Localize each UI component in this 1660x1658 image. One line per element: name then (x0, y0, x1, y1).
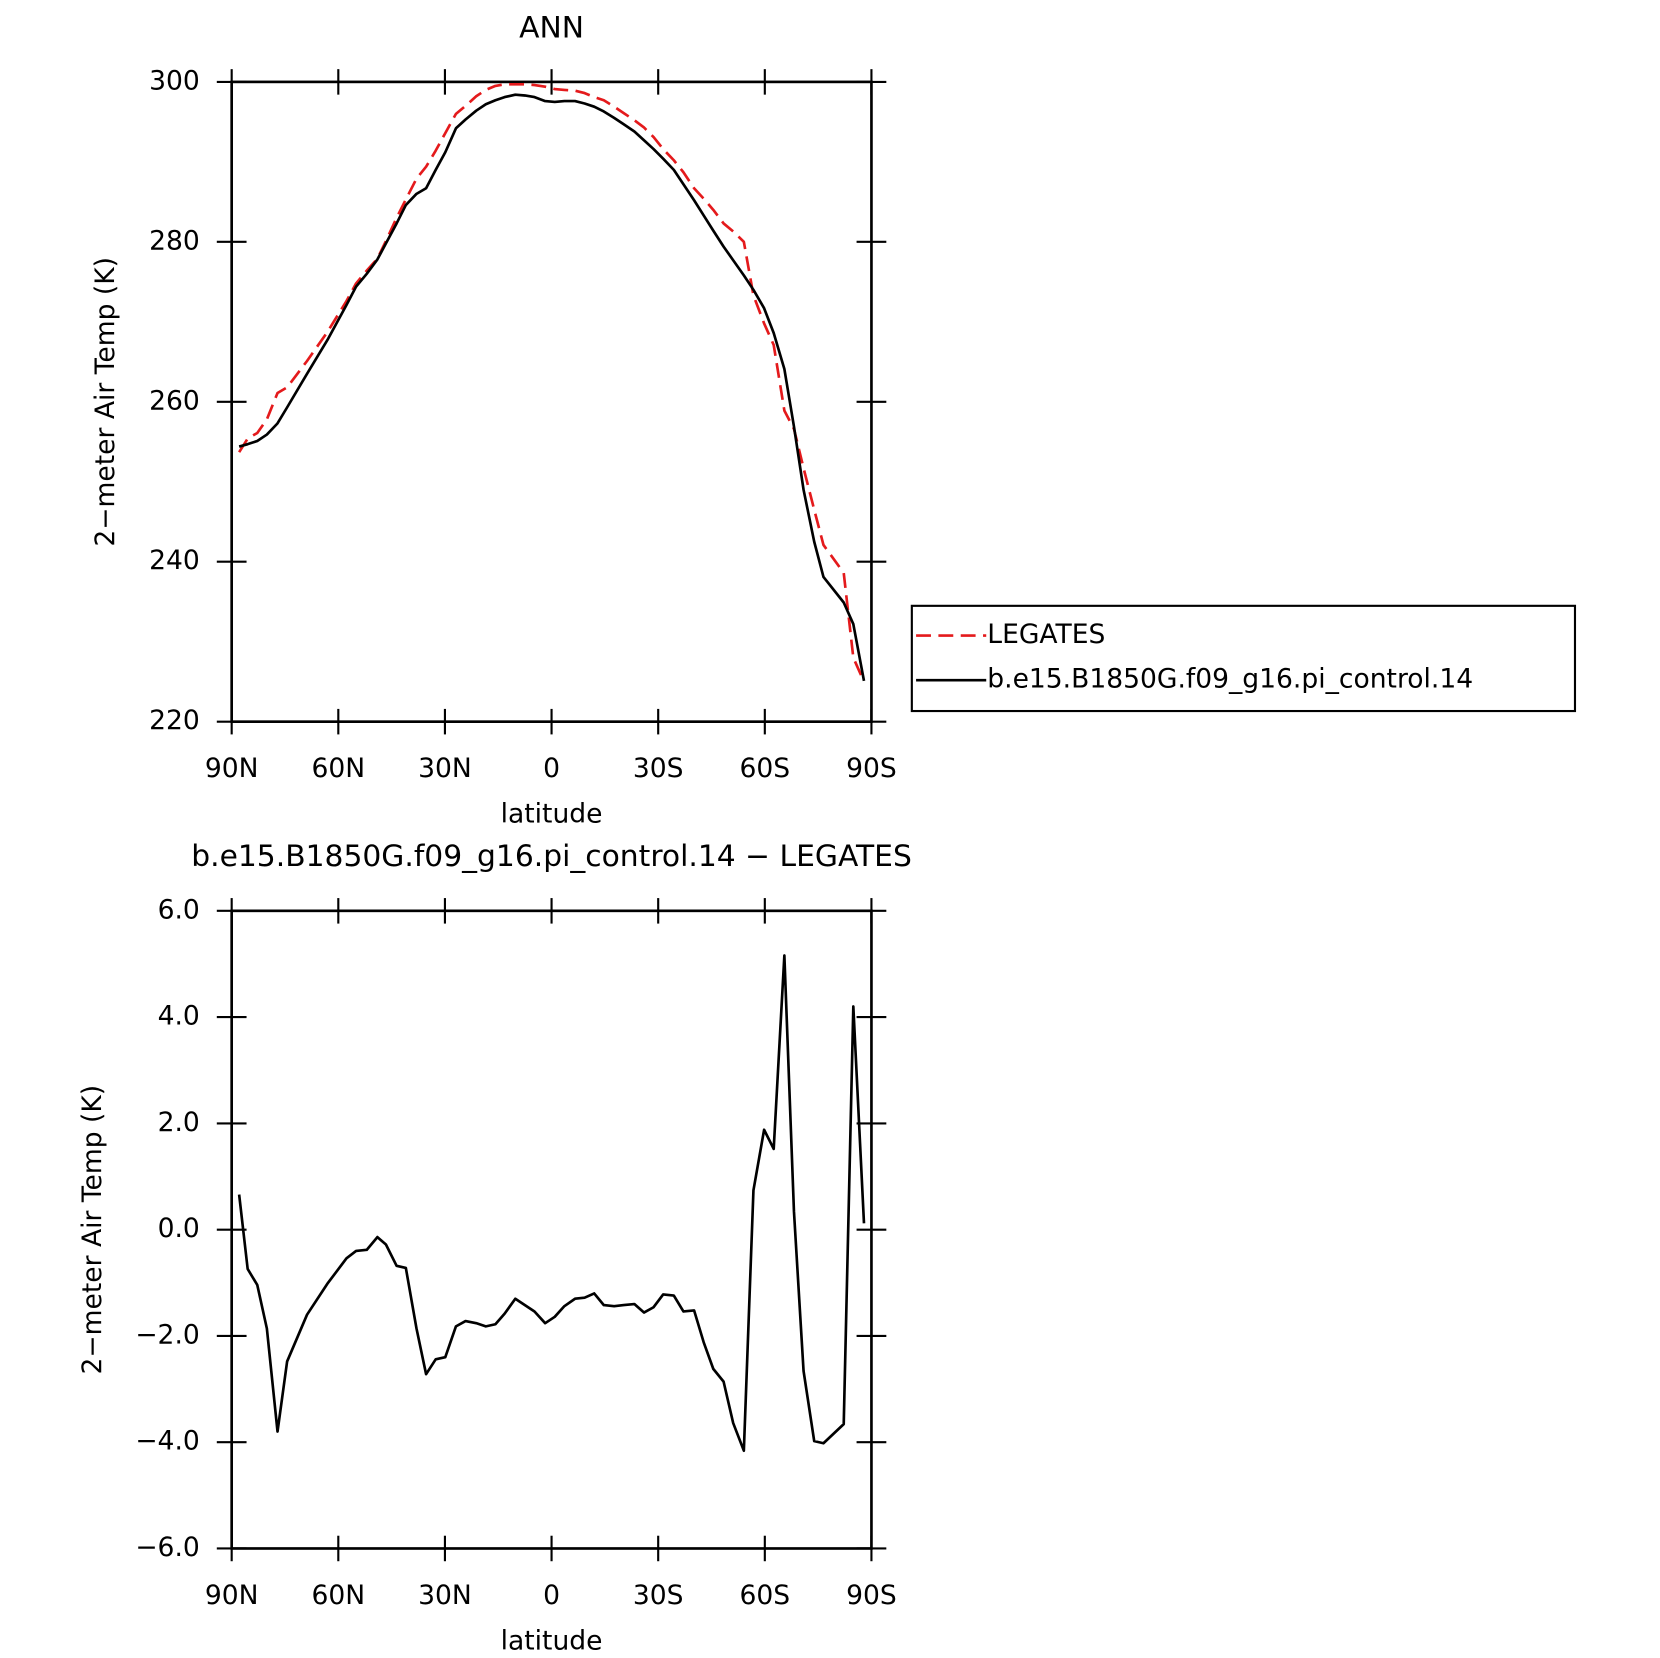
chart-title: b.e15.B1850G.f09_g16.pi_control.14 − LEG… (191, 839, 912, 874)
x-axis-label: latitude (501, 1625, 603, 1656)
y-tick-label: 300 (149, 65, 200, 96)
x-tick-label: 60S (739, 1580, 790, 1611)
x-tick-label: 60N (311, 1580, 365, 1611)
legend-label: LEGATES (987, 619, 1105, 650)
x-tick-label: 30S (633, 753, 684, 784)
y-tick-label: 220 (149, 705, 200, 736)
x-tick-label: 30N (418, 1580, 472, 1611)
y-tick-label: −2.0 (135, 1319, 199, 1350)
y-tick-label: 260 (149, 385, 200, 416)
x-tick-label: 30N (418, 753, 472, 784)
x-tick-label: 0 (543, 753, 560, 784)
data-line (238, 82, 866, 683)
x-axis-label: latitude (501, 799, 603, 830)
legend-box (910, 604, 1577, 713)
y-tick-label: 6.0 (158, 894, 200, 925)
x-tick-label: 90N (205, 1580, 259, 1611)
plot-frame (230, 80, 873, 723)
x-tick-label: 90S (846, 753, 897, 784)
y-tick-label: 0.0 (158, 1213, 200, 1244)
chart-title: ANN (519, 10, 584, 45)
x-tick-label: 0 (543, 1580, 560, 1611)
y-tick-label: −6.0 (135, 1532, 199, 1563)
y-tick-label: −4.0 (135, 1426, 199, 1457)
y-axis-label: 2−meter Air Temp (K) (77, 1085, 108, 1375)
x-tick-label: 90S (846, 1580, 897, 1611)
x-tick-label: 30S (633, 1580, 684, 1611)
y-axis-label: 2−meter Air Temp (K) (90, 257, 121, 547)
data-line (237, 954, 866, 1453)
data-line (238, 93, 866, 682)
y-tick-label: 280 (149, 225, 200, 256)
y-tick-label: 240 (149, 545, 200, 576)
y-tick-label: 4.0 (158, 1001, 200, 1032)
y-tick-label: 2.0 (158, 1107, 200, 1138)
x-tick-label: 60N (311, 753, 365, 784)
x-tick-label: 60S (739, 753, 790, 784)
legend-label: b.e15.B1850G.f09_g16.pi_control.14 (987, 664, 1473, 695)
x-tick-label: 90N (205, 753, 259, 784)
plot-frame (230, 909, 873, 1550)
